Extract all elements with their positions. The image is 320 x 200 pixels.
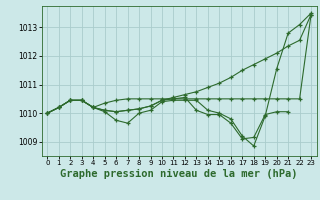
X-axis label: Graphe pression niveau de la mer (hPa): Graphe pression niveau de la mer (hPa) [60,169,298,179]
